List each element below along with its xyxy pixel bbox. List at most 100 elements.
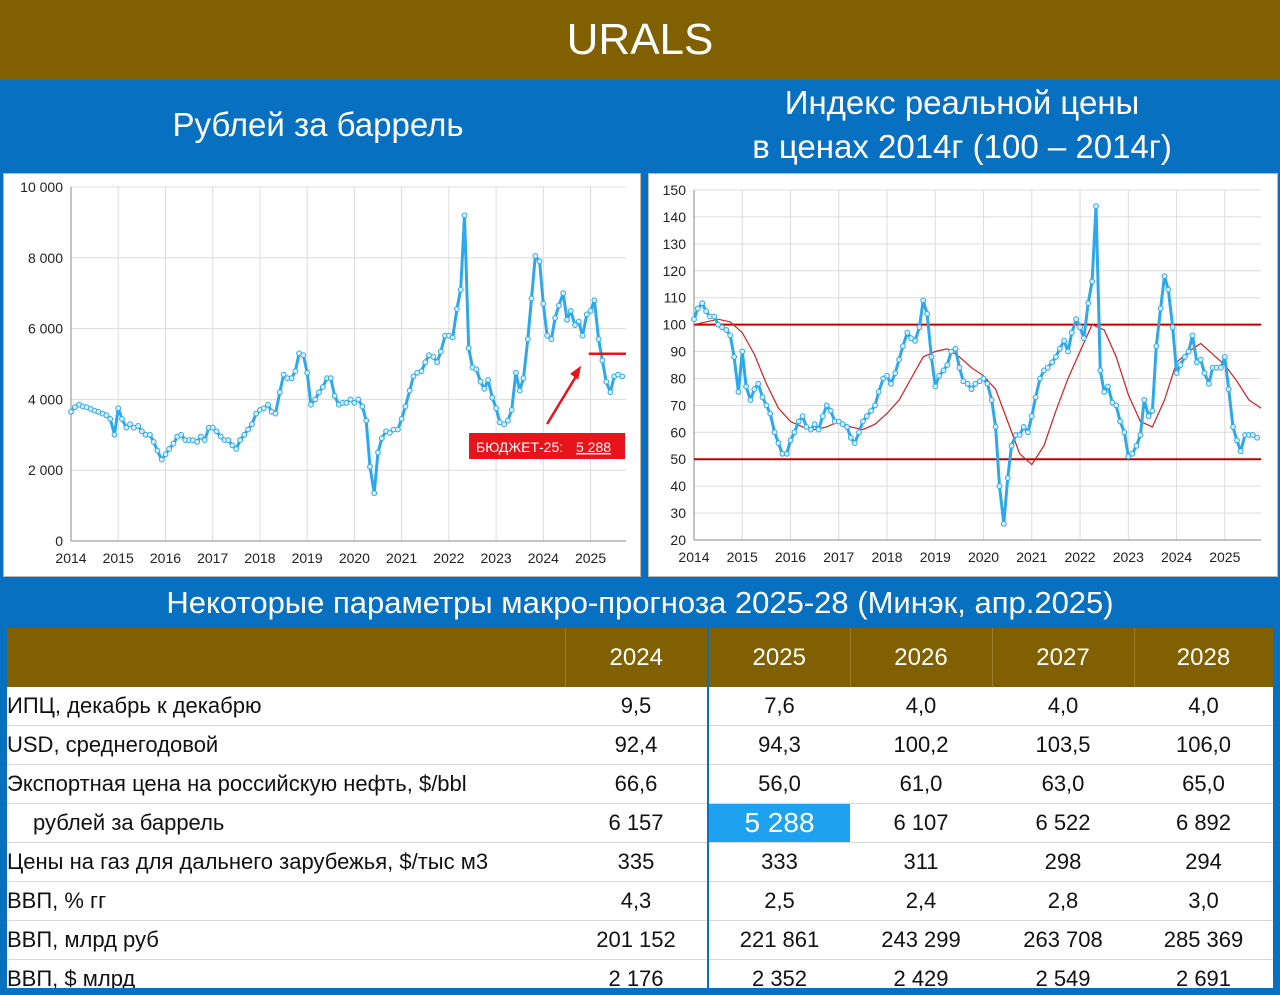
data-point	[170, 440, 177, 447]
table-cell: 2 691	[1134, 959, 1273, 988]
data-point	[560, 290, 567, 297]
x-tick-label: 2017	[823, 549, 854, 565]
data-point	[1237, 448, 1244, 455]
data-point	[327, 375, 334, 382]
data-point	[363, 417, 370, 424]
header-cell-blank	[7, 628, 566, 687]
y-tick-label: 50	[670, 451, 686, 467]
data-point	[880, 375, 887, 382]
data-point	[103, 412, 110, 419]
data-point	[1081, 335, 1087, 342]
x-tick-label: 2022	[433, 550, 464, 566]
data-point	[1004, 475, 1011, 482]
data-point	[1230, 424, 1236, 430]
data-point	[572, 322, 578, 329]
data-point	[319, 384, 326, 390]
data-point	[225, 437, 232, 444]
data-point	[924, 310, 931, 317]
table-title: Некоторые параметры макро-прогноза 2025-…	[166, 585, 1114, 620]
data-point	[916, 324, 923, 331]
data-point	[823, 402, 830, 409]
x-tick-label: 2025	[1209, 549, 1240, 565]
table-cell: 63,0	[992, 764, 1134, 804]
y-tick-label: 130	[663, 236, 687, 252]
table-cell: 2,4	[850, 881, 992, 921]
data-point	[552, 315, 558, 321]
data-point	[406, 387, 413, 394]
data-point	[863, 413, 870, 420]
data-point	[280, 371, 287, 378]
data-point	[437, 348, 444, 355]
budget-value-label: 5 288	[576, 439, 611, 455]
data-point	[524, 336, 531, 343]
data-point	[276, 389, 283, 396]
table-cell: 6 892	[1134, 803, 1273, 843]
data-point	[767, 410, 774, 417]
x-tick-label: 2025	[575, 550, 606, 566]
data-point	[213, 428, 220, 435]
data-point	[477, 378, 484, 385]
data-point	[68, 408, 74, 415]
data-point	[1169, 324, 1176, 331]
data-point	[932, 383, 939, 390]
data-point	[505, 417, 511, 424]
data-point	[461, 212, 468, 219]
data-point	[992, 424, 999, 430]
data-point	[815, 426, 822, 433]
data-point	[1044, 364, 1051, 371]
header-cell-2027: 2027	[992, 628, 1135, 687]
table-cell: 2 352	[708, 959, 850, 988]
table-cell: 100,2	[850, 725, 992, 765]
data-point	[619, 373, 626, 380]
data-point	[956, 364, 963, 371]
data-point	[347, 396, 354, 403]
x-tick-label: 2017	[197, 550, 228, 566]
data-point	[378, 435, 385, 442]
data-point	[1254, 434, 1260, 441]
table-cell: 243 299	[850, 920, 992, 960]
data-point	[371, 490, 378, 497]
data-point	[410, 373, 417, 380]
data-point	[936, 372, 943, 379]
x-tick-label: 2020	[339, 550, 370, 566]
data-point	[147, 431, 153, 438]
forecast-table: 2024 2025 2026 2027 2028 ИПЦ, декабрь к …	[7, 628, 1273, 988]
data-point	[1197, 356, 1204, 363]
data-point	[245, 426, 252, 433]
table-header-row: 2024 2025 2026 2027 2028	[7, 628, 1273, 687]
data-point	[844, 424, 850, 430]
data-point	[968, 386, 975, 393]
table-cell: 2,8	[992, 881, 1134, 921]
x-tick-label: 2024	[1161, 549, 1192, 565]
data-point	[888, 380, 894, 387]
data-point	[233, 446, 240, 452]
data-point	[868, 407, 875, 414]
data-point	[237, 437, 244, 444]
data-point	[1109, 399, 1116, 406]
data-point	[771, 429, 778, 436]
data-point	[481, 385, 488, 392]
data-point	[1225, 386, 1232, 393]
data-point	[1068, 329, 1075, 336]
table-cell: 94,3	[708, 725, 850, 765]
table-cell: 311	[850, 842, 992, 882]
data-point	[367, 463, 373, 470]
data-point	[331, 393, 338, 399]
left-chart-title: Рублей за баррель	[172, 106, 464, 143]
data-point	[127, 421, 133, 428]
data-point	[343, 400, 350, 406]
y-tick-label: 60	[670, 424, 686, 440]
data-point	[1049, 359, 1056, 366]
data-point	[587, 308, 594, 314]
data-point	[875, 389, 882, 395]
row-label: Экспортная цена на российскую нефть, $/b…	[7, 764, 565, 804]
x-tick-label: 2014	[55, 550, 86, 566]
chart-titles-band	[0, 80, 1280, 173]
row-label: Цены на газ для дальнего зарубежья, $/ты…	[7, 842, 565, 882]
data-point	[422, 359, 429, 366]
table-cell: 4,3	[565, 881, 709, 921]
y-tick-label: 110	[664, 290, 687, 306]
right-chart-title-line2: в ценах 2014г (100 – 2014г)	[752, 128, 1172, 165]
data-point	[154, 447, 161, 454]
data-point	[123, 424, 130, 431]
